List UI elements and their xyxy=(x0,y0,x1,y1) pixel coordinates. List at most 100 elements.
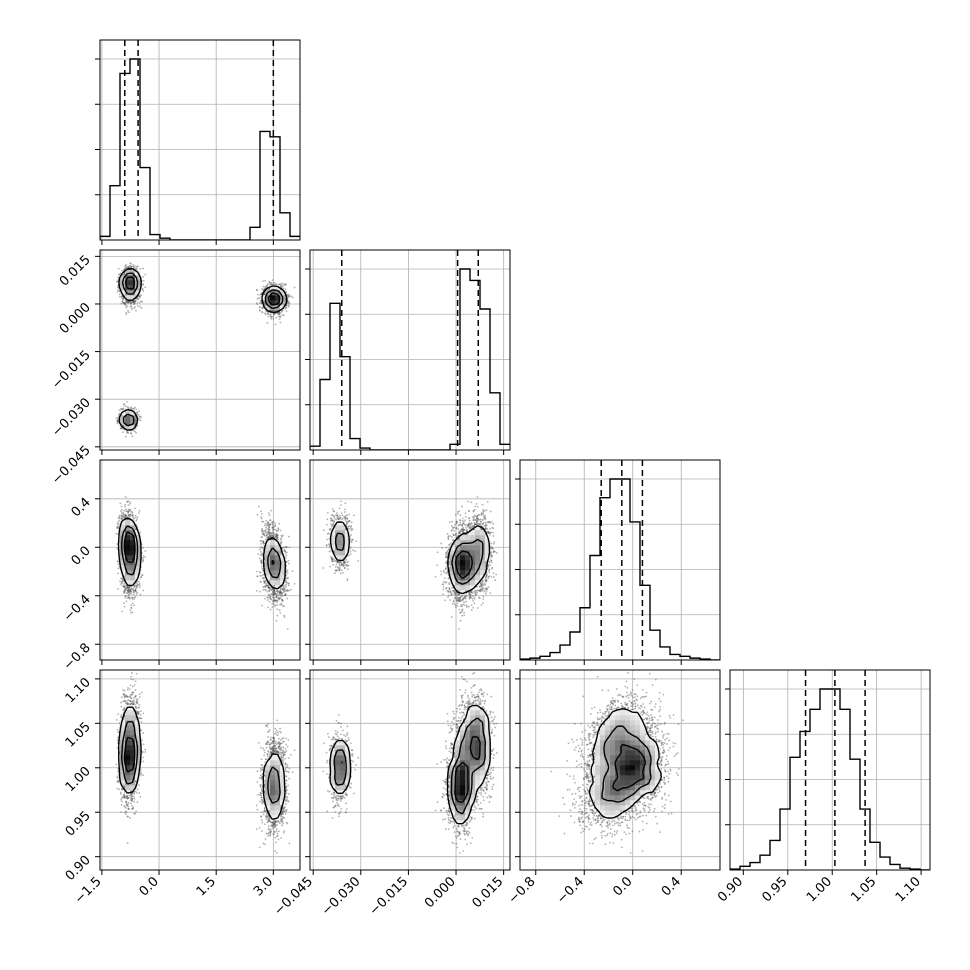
scatter-point xyxy=(258,800,261,803)
scatter-point xyxy=(264,810,266,813)
scatter-point xyxy=(130,795,133,798)
scatter-point xyxy=(476,514,479,517)
scatter-point xyxy=(130,678,133,680)
scatter-point xyxy=(144,751,147,753)
scatter-point xyxy=(123,273,126,275)
scatter-point xyxy=(273,825,276,828)
scatter-point xyxy=(491,526,494,529)
scatter-point xyxy=(285,574,288,577)
scatter-point xyxy=(278,311,281,314)
scatter-point xyxy=(273,605,276,608)
scatter-point xyxy=(260,561,263,564)
density-cell xyxy=(125,710,131,716)
scatter-point xyxy=(449,590,452,593)
scatter-point xyxy=(127,593,130,596)
scatter-point xyxy=(462,531,464,534)
scatter-point xyxy=(126,804,128,807)
scatter-point xyxy=(273,593,276,596)
density-cell xyxy=(465,580,471,586)
scatter-point xyxy=(263,585,266,588)
scatter-point xyxy=(325,543,328,546)
contour-line xyxy=(117,517,286,590)
density-cell xyxy=(340,550,346,556)
scatter-point xyxy=(330,514,333,516)
density-cell xyxy=(470,530,476,536)
scatter-point xyxy=(278,591,281,593)
scatter-point xyxy=(129,695,132,698)
density-cell xyxy=(125,280,131,286)
density-cell xyxy=(475,575,481,581)
scatter-point xyxy=(119,427,122,430)
density-cell xyxy=(125,410,131,416)
scatter-point xyxy=(275,820,278,823)
scatter-point xyxy=(268,536,271,538)
scatter-point xyxy=(282,752,284,754)
scatter-point xyxy=(275,596,278,599)
scatter-point xyxy=(268,531,270,534)
scatter-point xyxy=(128,590,131,593)
scatter-point xyxy=(272,589,275,592)
density-cell xyxy=(470,535,476,541)
scatter-point xyxy=(267,832,270,834)
scatter-point xyxy=(282,831,285,834)
scatter-point xyxy=(335,563,338,566)
scatter-point xyxy=(123,795,126,798)
scatter-point xyxy=(457,528,459,531)
scatter-point xyxy=(275,316,278,319)
scatter-point xyxy=(481,584,484,586)
scatter-point xyxy=(458,600,461,603)
density-cell xyxy=(275,290,281,296)
density-cell xyxy=(275,565,281,571)
scatter-point xyxy=(138,415,141,418)
scatter-point xyxy=(280,837,283,839)
scatter-point xyxy=(288,535,290,538)
density-cell xyxy=(270,305,276,311)
scatter-point xyxy=(273,592,275,595)
scatter-point xyxy=(272,833,275,836)
scatter-point xyxy=(460,528,463,531)
scatter-point xyxy=(476,515,479,518)
scatter-point xyxy=(279,591,281,594)
scatter-point xyxy=(461,528,464,531)
scatter-point xyxy=(280,756,283,759)
scatter-point xyxy=(444,567,447,570)
histogram-step xyxy=(520,478,720,660)
scatter-point xyxy=(332,522,335,525)
scatter-point xyxy=(118,520,120,522)
scatter-point xyxy=(453,529,456,532)
scatter-point xyxy=(115,763,118,766)
scatter-point xyxy=(132,691,135,694)
scatter-point xyxy=(268,590,271,593)
scatter-point xyxy=(134,267,137,270)
scatter-point xyxy=(448,590,451,593)
scatter-point xyxy=(452,534,455,537)
scatter-point xyxy=(117,285,119,288)
scatter-point xyxy=(484,588,486,591)
scatter-point xyxy=(140,721,143,723)
scatter-point xyxy=(467,500,470,503)
scatter-point xyxy=(333,550,335,553)
scatter-point xyxy=(139,419,142,422)
scatter-point xyxy=(126,695,129,698)
scatter-point xyxy=(464,524,467,527)
scatter-point xyxy=(266,285,268,288)
scatter-point xyxy=(287,800,289,803)
scatter-point xyxy=(279,588,282,590)
scatter-point xyxy=(267,741,270,744)
scatter-point xyxy=(282,755,285,758)
scatter-point xyxy=(283,605,286,608)
scatter-point xyxy=(125,587,128,590)
scatter-point xyxy=(126,597,129,599)
scatter-point xyxy=(131,306,133,309)
scatter-point xyxy=(445,552,448,554)
scatter-point xyxy=(490,546,493,548)
scatter-point xyxy=(271,522,274,525)
scatter-point xyxy=(473,602,476,605)
scatter-point xyxy=(262,530,265,532)
scatter-point xyxy=(275,619,278,622)
scatter-point xyxy=(484,521,487,524)
scatter-point xyxy=(135,582,138,584)
scatter-point xyxy=(287,784,290,787)
scatter-point xyxy=(120,510,122,513)
scatter-point xyxy=(267,751,270,753)
